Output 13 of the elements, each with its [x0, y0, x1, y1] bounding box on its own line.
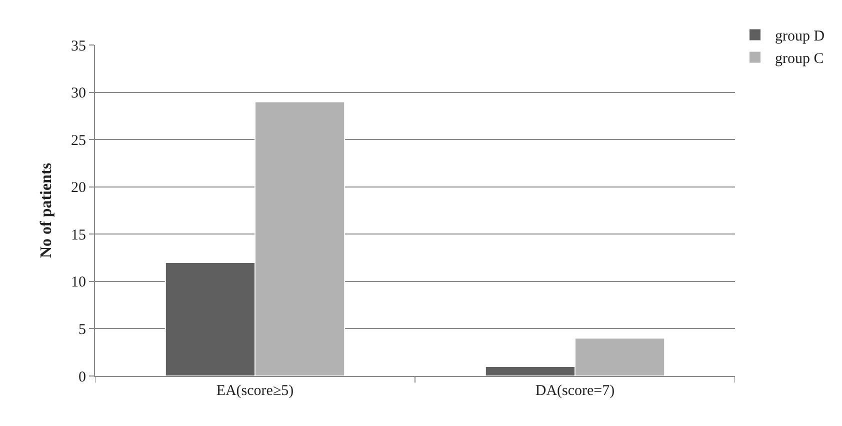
y-tick-label: 15 [71, 227, 86, 244]
legend-label: group C [775, 51, 824, 68]
y-tick-label: 20 [71, 180, 86, 196]
y-tick-label: 30 [71, 86, 86, 102]
y-axis-title: No of patients [38, 162, 55, 258]
legend-label: group D [775, 28, 825, 45]
y-tick-label: 5 [78, 322, 86, 338]
x-tick-label: EA(score≥5) [216, 383, 294, 399]
x-tick-label: DA(score=7) [535, 383, 615, 399]
y-tick-label: 35 [71, 38, 86, 54]
y-tick-label: 25 [71, 132, 86, 149]
y-tick-label: 0 [78, 369, 86, 386]
y-tick-label: 10 [71, 274, 86, 291]
